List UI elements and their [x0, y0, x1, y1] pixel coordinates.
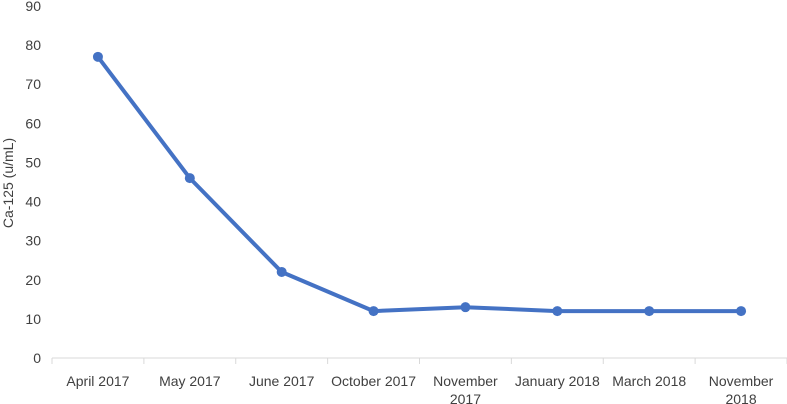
y-tick-label: 10	[25, 311, 41, 327]
x-tick-label: March 2018	[612, 373, 686, 389]
x-tick-label: April 2017	[66, 373, 129, 389]
data-point	[184, 173, 195, 184]
series-group	[92, 51, 747, 317]
y-axis-title: Ca-125 (u/mL)	[0, 138, 16, 228]
x-axis	[51, 357, 787, 364]
data-point	[276, 266, 287, 277]
data-point	[552, 306, 563, 317]
x-tick-label: November 2017	[433, 373, 498, 404]
x-axis-ticks: April 2017 May 2017 June 2017 October 2017 N…	[66, 373, 773, 404]
y-tick-label: 60	[25, 115, 41, 131]
x-tick-label: May 2017	[159, 373, 221, 389]
x-tick-label: January 2018	[515, 373, 600, 389]
x-tick-label: June 2017	[249, 373, 315, 389]
y-tick-label: 40	[25, 194, 41, 210]
series-line	[95, 54, 744, 314]
y-tick-label: 90	[25, 0, 41, 14]
y-tick-label: 80	[25, 37, 41, 53]
y-tick-label: 30	[25, 233, 41, 249]
data-point	[368, 306, 379, 317]
x-tick-label: November 2018	[709, 373, 774, 404]
data-point	[92, 51, 103, 62]
y-tick-label: 0	[33, 350, 41, 366]
data-point	[644, 306, 655, 317]
y-tick-label: 70	[25, 76, 41, 92]
x-tick-label: October 2017	[331, 373, 416, 389]
y-tick-label: 20	[25, 272, 41, 288]
data-point	[460, 302, 471, 313]
y-tick-label: 50	[25, 154, 41, 170]
data-point	[736, 306, 747, 317]
y-axis-ticks: 0 10 20 30 40 50 60 70 80 90	[25, 0, 41, 366]
